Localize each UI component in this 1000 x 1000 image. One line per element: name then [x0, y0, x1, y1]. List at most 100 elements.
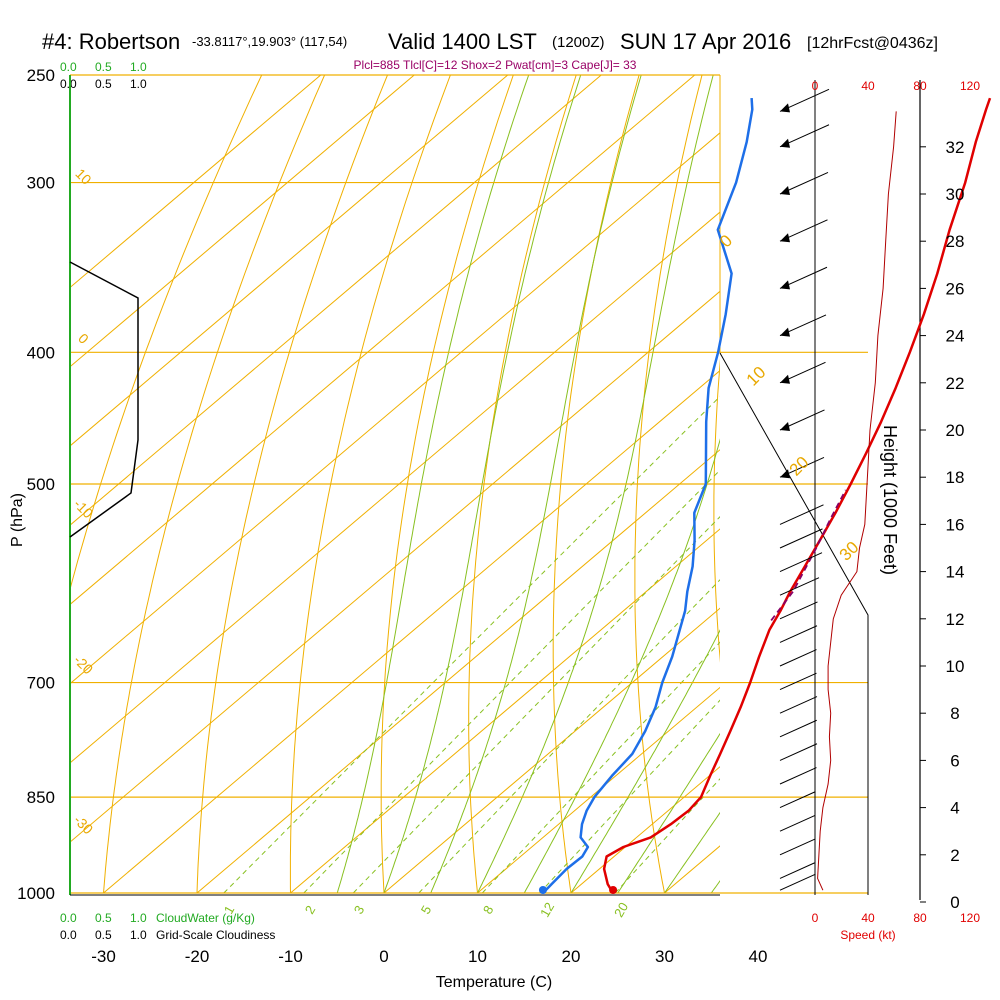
pressure-tick-label: 850	[27, 788, 55, 807]
cloudiness-tick-1: 0.5	[95, 77, 112, 91]
pressure-tick-label: 400	[27, 343, 55, 362]
adiabat-label: -20	[71, 652, 97, 678]
surface-temperature-marker	[609, 886, 618, 894]
x-tick-label: -20	[185, 947, 210, 966]
dry-adiabat-line	[70, 75, 263, 592]
wind-panel-boundary	[719, 352, 869, 895]
wind-barb	[779, 873, 816, 891]
wind-barb	[779, 601, 818, 620]
mixing-ratio-line	[303, 469, 720, 894]
cloud-water-bottom-tick-0: 0.0	[60, 911, 77, 925]
wind-barb	[779, 409, 825, 431]
y-axis-label: P (hPa)	[9, 493, 26, 547]
dry-adiabat-line	[468, 75, 577, 894]
moist-adiabat-line	[664, 811, 720, 894]
pressure-tick-label: 250	[27, 66, 55, 85]
wind-barb-shaft	[779, 862, 815, 879]
cloudiness-bottom-tick-0: 0.0	[60, 928, 77, 942]
isotherm-line	[290, 528, 720, 894]
wind-barb	[779, 504, 824, 525]
cloud-water-tick-2: 1.0	[130, 60, 147, 74]
station-title: #4: Robertson	[42, 29, 180, 54]
cloud-water-bottom-tick-1: 0.5	[95, 911, 112, 925]
wind-barb-flag	[780, 469, 790, 479]
wind-barb-flag	[780, 374, 790, 384]
wind-barb	[779, 791, 816, 809]
mixing-ratio-line	[352, 516, 720, 894]
mixing-ratio-label: 12	[537, 900, 557, 920]
mixing-ratio-line	[418, 579, 720, 894]
dry-adiabat-line	[865, 75, 945, 893]
moist-adiabat-line	[383, 75, 582, 894]
wind-barb-shaft	[779, 873, 816, 891]
wind-barb	[779, 862, 815, 879]
isotherm-line	[70, 75, 322, 289]
wind-barb-shaft	[779, 719, 817, 738]
wind-barb	[779, 767, 817, 785]
wind-barb	[779, 171, 829, 195]
moist-adiabat-line	[477, 75, 714, 894]
valid-time: Valid 1400 LST	[388, 29, 537, 54]
cloudiness-tick-0: 0.0	[60, 77, 77, 91]
plot-layer	[69, 74, 992, 903]
cloudiness-tick-2: 1.0	[130, 77, 147, 91]
wind-barb	[779, 719, 817, 738]
wind-barb-flag	[780, 103, 790, 113]
x-tick-label: -30	[91, 947, 116, 966]
speed-bottom-tick-label: 120	[960, 911, 980, 925]
cloudiness-label: Grid-Scale Cloudiness	[156, 928, 275, 942]
stability-indices: Plcl=885 Tlcl[C]=12 Shox=2 Pwat[cm]=3 Ca…	[354, 58, 637, 72]
cloudiness-bottom-tick-2: 1.0	[130, 928, 147, 942]
dewpoint-profile	[542, 98, 754, 894]
wind-barb-shaft	[779, 743, 818, 761]
wind-barb-shaft	[779, 528, 823, 549]
wind-barb	[779, 266, 828, 290]
height-tick-label: 10	[946, 657, 965, 676]
height-tick-label: 30	[946, 185, 965, 204]
moist-adiabat-line	[570, 629, 720, 894]
wind-barb-shaft	[779, 625, 818, 643]
height-tick-label: 2	[950, 846, 959, 865]
wind-barb-shaft	[779, 672, 817, 691]
temperature-profile	[602, 97, 992, 894]
speed-bottom-tick-label: 80	[913, 911, 927, 925]
cloud-water-tick-0: 0.0	[60, 60, 77, 74]
wind-barb	[779, 456, 825, 479]
height-tick-label: 26	[946, 279, 965, 298]
x-tick-label: 30	[655, 947, 674, 966]
isotherm-label: 10	[743, 363, 770, 390]
height-tick-label: 8	[950, 704, 959, 723]
cloud-water-bottom-tick-2: 1.0	[130, 911, 147, 925]
station-coords: -33.8117°,19.903° (117,54)	[192, 34, 347, 49]
wind-barb-shaft	[779, 791, 816, 809]
speed-bottom-tick-label: 0	[812, 911, 819, 925]
mixing-ratio-label: 8	[480, 903, 497, 917]
height-tick-label: 18	[946, 468, 965, 487]
moist-adiabat-line	[336, 75, 530, 894]
speed-top-tick-label: 120	[960, 79, 980, 93]
dry-adiabat-line	[552, 75, 640, 894]
mixing-ratio-line	[539, 699, 720, 894]
wind-barb	[779, 838, 815, 856]
wind-barb-shaft	[779, 767, 817, 785]
isotherm-line	[477, 686, 720, 894]
height-tick-label: 0	[950, 893, 959, 912]
pressure-tick-label: 500	[27, 475, 55, 494]
height-tick-label: 20	[946, 421, 965, 440]
wind-barb	[779, 361, 826, 384]
adiabat-label: -30	[71, 812, 97, 838]
utc-time: (1200Z)	[552, 34, 605, 51]
cloudiness-profile	[69, 261, 139, 538]
x-tick-label: 20	[562, 947, 581, 966]
speed-top-tick-label: 80	[913, 79, 927, 93]
forecast-date: SUN 17 Apr 2016	[620, 29, 791, 54]
wind-barb	[779, 743, 818, 761]
mixing-ratio-line	[223, 395, 720, 894]
wind-barb	[779, 672, 817, 691]
isotherm-line	[70, 75, 509, 447]
x-tick-label: -10	[278, 947, 303, 966]
mixing-ratio-label: 5	[418, 903, 435, 917]
x-tick-label: 0	[379, 947, 388, 966]
adiabat-label: 0	[75, 330, 92, 347]
